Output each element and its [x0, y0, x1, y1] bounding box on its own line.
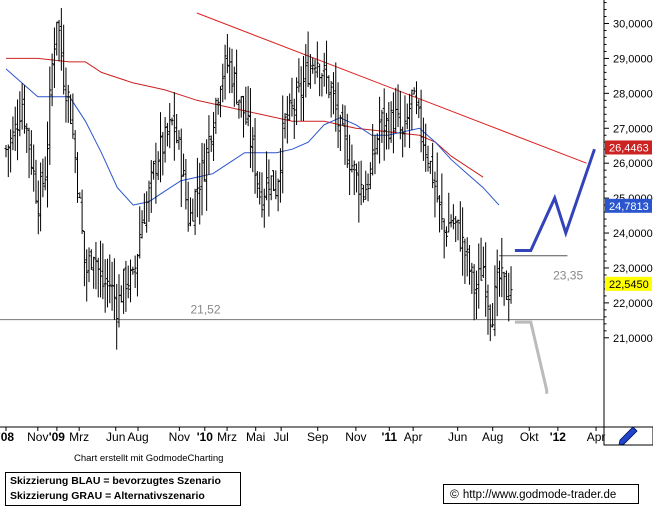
source-link[interactable]: © http://www.godmode-trader.de — [443, 484, 639, 504]
y-tick-label: 21,0000 — [613, 333, 653, 345]
x-tick-label: Jun — [106, 430, 125, 444]
blue-ma-value-label-bg — [605, 198, 652, 213]
x-tick-label: Okt — [520, 430, 539, 444]
x-tick-label: '11 — [382, 430, 398, 444]
scenario-grey-path — [514, 320, 549, 394]
scenario-blue-path — [514, 148, 596, 252]
y-tick-label: 29,0000 — [613, 53, 653, 65]
x-tick-label: Jul — [273, 430, 288, 444]
trend-line — [196, 12, 587, 164]
x-tick-label: '09 — [49, 430, 66, 444]
y-tick-label: 23,0000 — [613, 263, 653, 275]
x-tick-label: Nov — [345, 430, 366, 444]
chart-credit: Chart erstellt mit GodmodeCharting — [74, 453, 224, 464]
current-price-label-bg — [605, 276, 652, 291]
blue-ma-value-label: 24,7813 — [609, 201, 649, 213]
x-tick-label: Mrz — [69, 430, 89, 444]
x-tick-label: Aug — [127, 430, 148, 444]
x-tick-label: Mrz — [217, 430, 237, 444]
x-tick-label: Sep — [307, 430, 329, 444]
y-tick-label: 27,0000 — [613, 123, 653, 135]
legend-grey-text: Skizzierung GRAU = Alternativszenario — [10, 490, 205, 502]
legend-blue-text: Skizzierung BLAU = bevorzugtes Szenario — [10, 475, 221, 487]
red-ma-value-label: 26,4463 — [609, 142, 649, 154]
x-tick-label: Apr — [587, 430, 606, 444]
pencil-icon — [618, 426, 638, 446]
scenario-legend: Skizzierung BLAU = bevorzugtes Szenario … — [5, 472, 241, 506]
x-tick-label: '10 — [197, 430, 214, 444]
x-tick-label: Apr — [404, 430, 423, 444]
resistance-label: 23,35 — [553, 269, 583, 283]
source-url: http://www.godmode-trader.de — [462, 489, 617, 501]
x-tick-label: Jun — [448, 430, 467, 444]
x-tick-label: Aug — [482, 430, 503, 444]
current-price-label: 22,5450 — [609, 279, 649, 291]
x-tick-label: '08 — [0, 430, 14, 444]
y-tick-label: 28,0000 — [613, 88, 653, 100]
y-tick-label: 24,0000 — [613, 228, 653, 240]
y-tick-label: 30,0000 — [613, 19, 653, 31]
plot-area — [0, 0, 604, 427]
x-tick-label: Nov — [169, 430, 190, 444]
support-label: 21,52 — [190, 303, 220, 317]
x-tick-label: Mai — [246, 430, 265, 444]
x-tick-label: '12 — [550, 430, 567, 444]
y-tick-label: 22,0000 — [613, 298, 653, 310]
price-bars — [4, 7, 513, 350]
x-tick-label: Nov — [27, 430, 48, 444]
y-tick-label: 26,0000 — [613, 158, 653, 170]
copyright-icon: © — [450, 487, 459, 501]
red-ma-value-label-bg — [605, 140, 652, 155]
